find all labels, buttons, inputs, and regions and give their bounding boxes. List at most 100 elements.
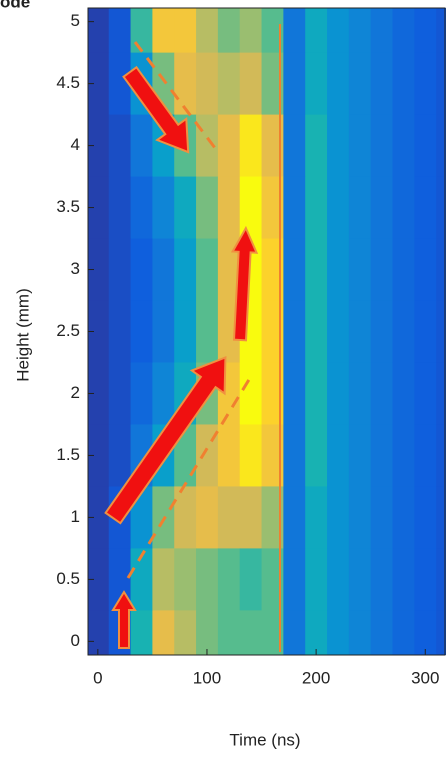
heatmap-cell — [436, 52, 446, 116]
heatmap-cell — [196, 300, 219, 363]
heatmap-cell — [174, 300, 197, 363]
y-tick-label: 4.5 — [56, 73, 80, 92]
y-tick-label: 1 — [71, 507, 80, 526]
heatmap-cell — [392, 238, 415, 302]
y-tick-label: 2 — [71, 383, 80, 402]
heatmap-cell — [370, 114, 394, 178]
heatmap-cell — [414, 114, 437, 178]
dashed-guide — [133, 41, 217, 149]
heatmap-cell — [239, 8, 263, 54]
y-tick-label: 3 — [71, 259, 80, 278]
heatmap-cell — [327, 238, 350, 302]
heatmap-cell — [414, 238, 437, 302]
heatmap-cell — [392, 52, 415, 116]
heatmap-cell — [108, 114, 132, 178]
arrow — [122, 65, 190, 154]
heatmap — [88, 8, 446, 655]
heatmap-cell — [88, 424, 110, 487]
heatmap-cell — [196, 610, 219, 655]
heatmap-cell — [108, 300, 132, 363]
heatmap-cell — [370, 362, 394, 425]
heatmap-cell — [88, 486, 110, 549]
heatmap-cell — [196, 238, 219, 302]
arrow — [230, 225, 259, 342]
heatmap-cell — [261, 424, 284, 487]
heatmap-cell — [414, 8, 437, 54]
heatmap-cell — [108, 362, 132, 425]
heatmap-cell — [108, 8, 132, 54]
heatmap-cell — [348, 610, 372, 655]
heatmap-cell — [88, 362, 110, 425]
heatmap-cell — [436, 610, 446, 655]
heatmap-cell — [217, 8, 241, 54]
y-tick-label: 2.5 — [56, 321, 80, 340]
x-tick-label: 100 — [193, 668, 221, 687]
heatmap-cell — [283, 300, 306, 363]
heatmap-cell — [130, 238, 153, 302]
heatmap-cell — [239, 548, 263, 611]
heatmap-cell — [414, 362, 437, 425]
heatmap-cell — [414, 424, 437, 487]
heatmap-cell — [305, 8, 328, 54]
heatmap-cell — [283, 176, 306, 240]
heatmap-cell — [436, 114, 446, 178]
heatmap-cell — [305, 424, 328, 487]
arrow — [104, 355, 227, 525]
heatmap-cell — [217, 548, 241, 611]
heatmap-cell — [217, 176, 241, 240]
heatmap-cell — [370, 610, 394, 655]
heatmap-cell — [436, 486, 446, 549]
heatmap-cell — [174, 8, 197, 54]
heatmap-cell — [414, 486, 437, 549]
heatmap-cell — [283, 114, 306, 178]
heatmap-cell — [217, 424, 241, 487]
heatmap-cell — [217, 610, 241, 655]
heatmap-cell — [283, 486, 306, 549]
heatmap-cell — [436, 362, 446, 425]
y-axis-label: Height (mm) — [13, 288, 32, 382]
chart-title: ode — [0, 0, 30, 11]
heatmap-cell — [327, 52, 350, 116]
heatmap-cell — [152, 362, 175, 425]
heatmap-cell — [370, 176, 394, 240]
heatmap-cell — [108, 52, 132, 116]
heatmap-cell — [152, 176, 175, 240]
heatmap-cell — [217, 486, 241, 549]
heatmap-cell — [88, 114, 110, 178]
heatmap-cell — [392, 8, 415, 54]
heatmap-cell — [174, 424, 197, 487]
heatmap-cell — [348, 486, 372, 549]
heatmap-cell — [436, 238, 446, 302]
heatmap-cell — [108, 176, 132, 240]
heatmap-cell — [88, 548, 110, 611]
heatmap-cell — [261, 610, 284, 655]
heatmap-cell — [261, 176, 284, 240]
heatmap-cell — [305, 176, 328, 240]
heatmap-cell — [327, 548, 350, 611]
heatmap-cell — [130, 176, 153, 240]
heatmap-cell — [239, 176, 263, 240]
heatmap-cell — [261, 52, 284, 116]
heatmap-cell — [130, 114, 153, 178]
heatmap-cell — [414, 52, 437, 116]
heatmap-cell — [348, 548, 372, 611]
heatmap-cell — [261, 548, 284, 611]
heatmap-cell — [348, 424, 372, 487]
heatmap-cell — [392, 610, 415, 655]
y-tick-label: 1.5 — [56, 445, 80, 464]
heatmap-cell — [283, 548, 306, 611]
heatmap-cell — [392, 424, 415, 487]
heatmap-cell — [88, 610, 110, 655]
heatmap-cell — [370, 424, 394, 487]
heatmap-cell — [305, 362, 328, 425]
heatmap-cell — [305, 238, 328, 302]
heatmap-cell — [239, 424, 263, 487]
heatmap-cell — [283, 362, 306, 425]
heatmap-cell — [217, 114, 241, 178]
heatmap-cell — [305, 300, 328, 363]
heatmap-cell — [305, 486, 328, 549]
x-tick-label: 300 — [411, 668, 439, 687]
x-axis-label: Time (ns) — [229, 730, 300, 749]
